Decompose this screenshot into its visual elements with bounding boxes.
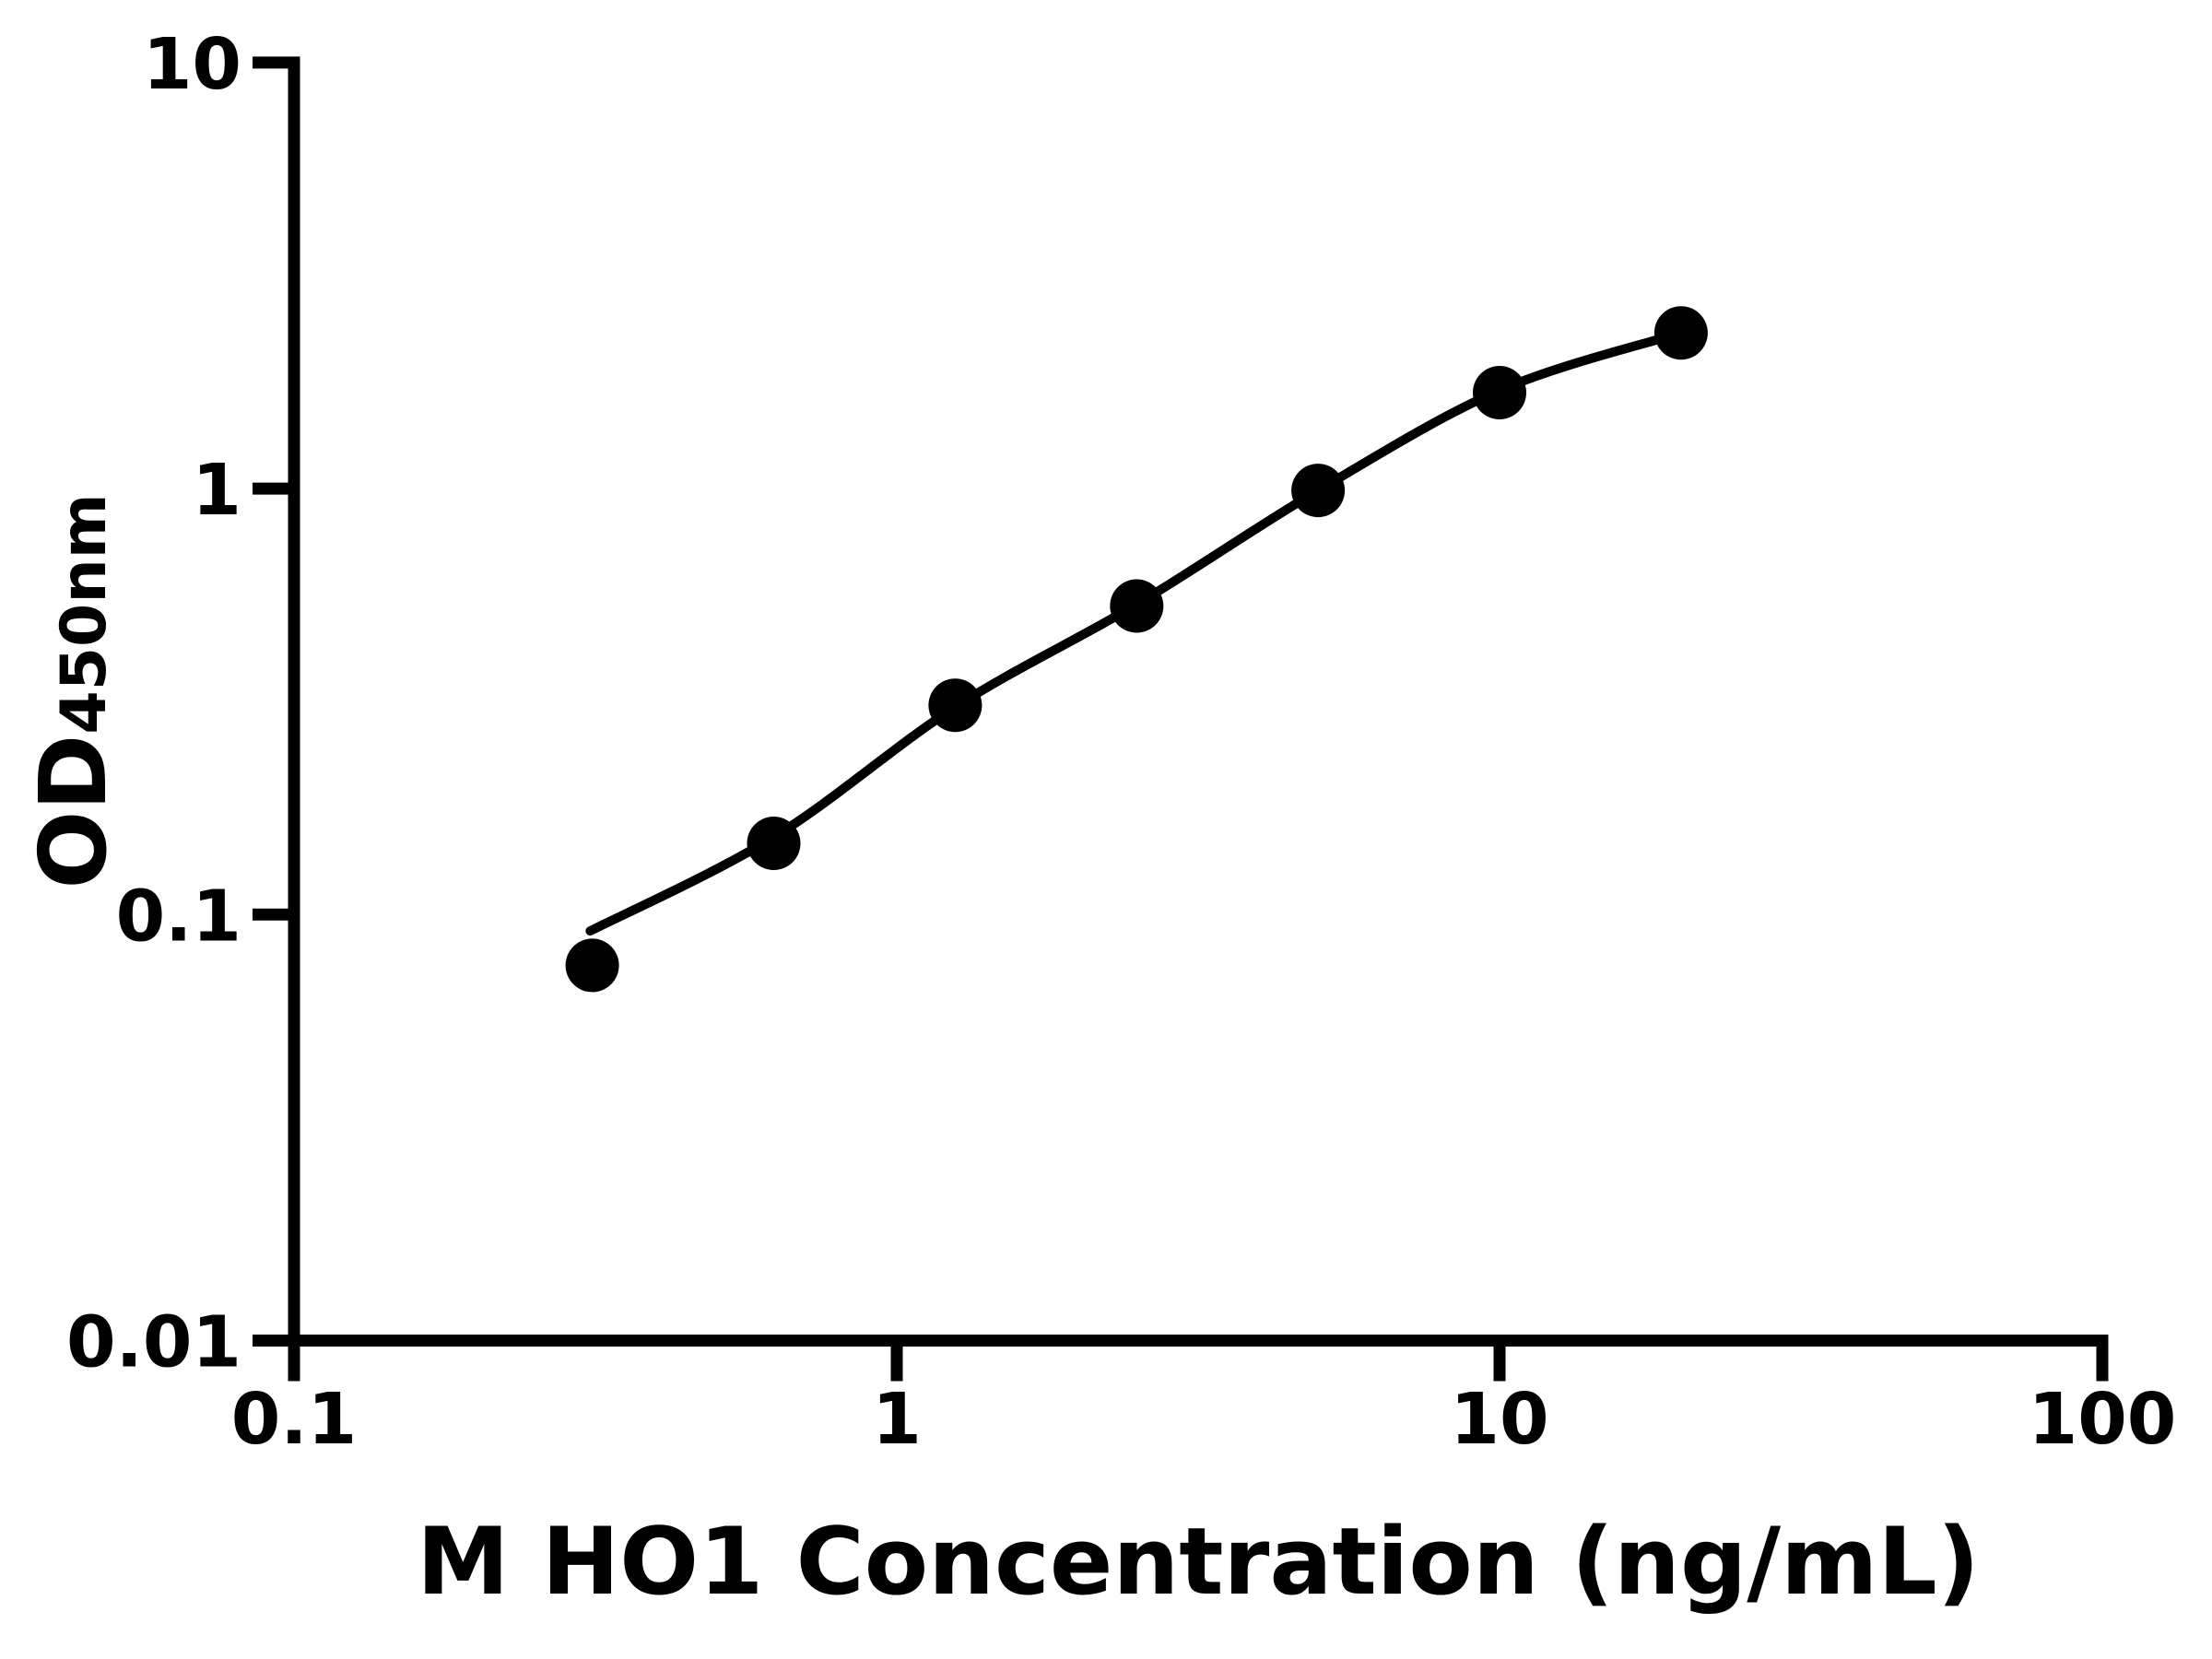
x-axis-title: M HO1 Concentration (ng/mL) (417, 1507, 1980, 1616)
data-point-marker (747, 817, 801, 870)
data-point-marker (1473, 366, 1526, 419)
x-tick-label: 100 (2029, 1379, 2177, 1461)
x-tick-label: 1 (872, 1379, 922, 1461)
y-axis-title-subscript: 450nm (48, 493, 121, 735)
y-tick-label: 0.01 (66, 1302, 241, 1384)
data-point-marker (928, 678, 982, 733)
x-tick-label: 0.1 (231, 1379, 357, 1461)
y-tick-label: 1 (192, 450, 241, 532)
data-point-marker (1291, 464, 1346, 518)
data-point-marker (1653, 306, 1708, 360)
y-axis-title: OD450nm (19, 493, 127, 888)
data-point-marker (1110, 579, 1164, 633)
x-tick-label: 10 (1450, 1379, 1548, 1461)
y-axis-title-main: OD (19, 734, 127, 889)
axis-spine (253, 56, 2109, 1382)
y-tick-label: 0.1 (116, 876, 241, 958)
data-point-marker (565, 938, 619, 993)
y-tick-label: 10 (143, 24, 241, 106)
